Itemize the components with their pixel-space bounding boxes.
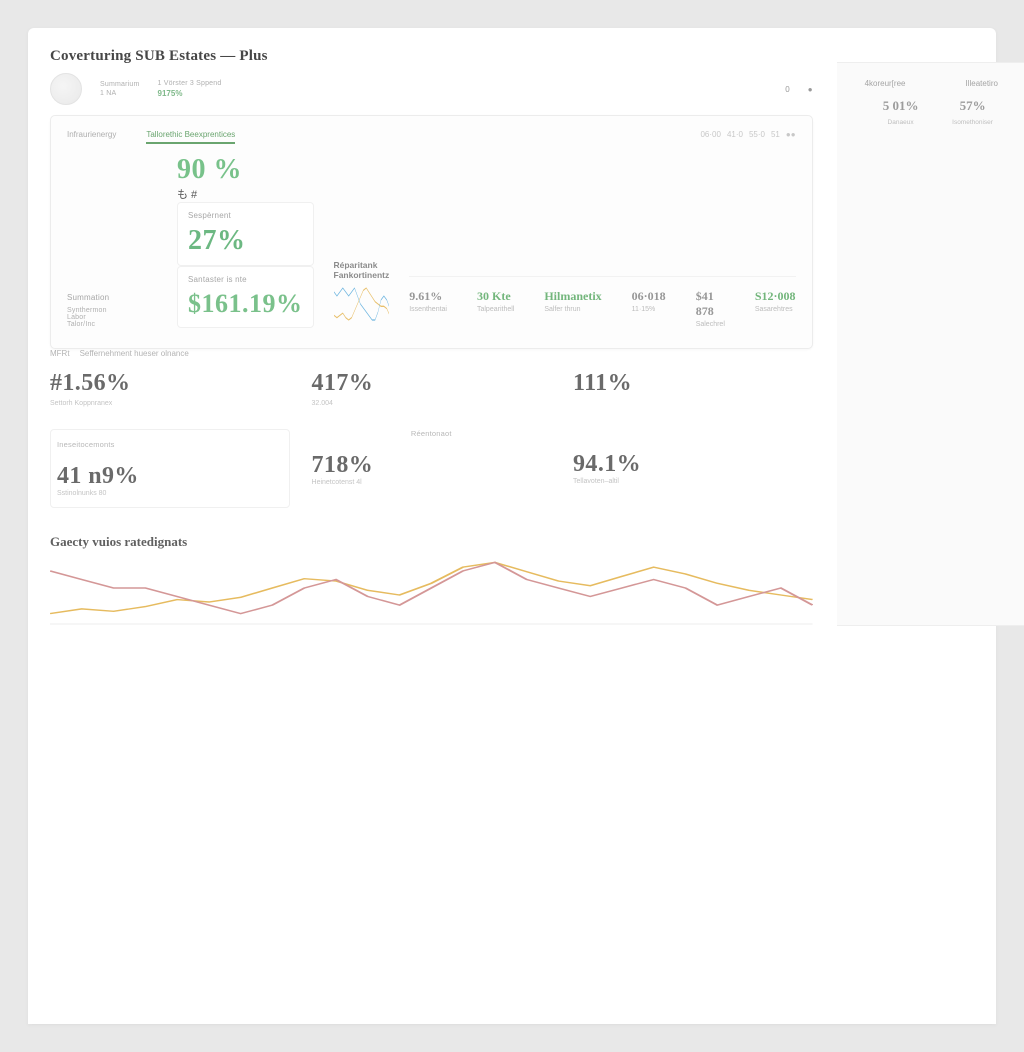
metrics-strip: 4koreur[ree Illeatetiro 5 01% Danaeux 57% I…: [837, 62, 1024, 626]
card-bottom-kpi: 9.61% Issenthentai: [409, 289, 447, 328]
kpi-label: 11·15%: [632, 306, 666, 313]
kpi2-val-2: 94.1%: [573, 451, 813, 478]
kpi-value: 417%: [312, 370, 552, 397]
mid2-label: Sespèrnent: [188, 211, 303, 220]
kpi-cell: 111%: [573, 370, 813, 407]
card-icons: 06·00 41·0 55·0 51 ●●: [700, 130, 795, 144]
mini-left-line: synthermon: [67, 307, 157, 314]
right-chart-title: Gaecty vuios ratedignats: [50, 534, 813, 550]
strip-item: 5 01% Danaeux: [865, 98, 937, 126]
kpi-value: $41 878: [696, 289, 725, 319]
meta-icon-1[interactable]: 0: [785, 85, 789, 94]
meta-icon-2[interactable]: ●: [808, 85, 813, 94]
kpi-value: Hilmanetix: [544, 289, 601, 304]
kpi2-sub-0: Sstinolnunks 80: [57, 490, 283, 497]
meta-val-1: 1 Vörster 3 Sppend: [158, 80, 222, 87]
mini-left-line: labor: [67, 314, 157, 321]
strip-item: 510Molevioormes: [1009, 98, 1024, 126]
card-bottom-kpi: $41 878 Salechrel: [696, 289, 725, 328]
left-column: Coverturing SUB Estates — Plus Summarium…: [50, 48, 813, 626]
header-meta: Summarium 1 NA 1 Vörster 3 Sppend 9175% …: [50, 73, 813, 105]
kpi2-val-1: 718%: [312, 452, 552, 479]
dashboard-page: Coverturing SUB Estates — Plus Summarium…: [28, 28, 996, 1024]
meta-label-2: 1 NA: [100, 90, 140, 97]
kpi2-val-0: 41 n9%: [57, 463, 283, 490]
kpi2-sub-1: Heinetcotenst 4l: [312, 479, 552, 486]
kpi2-lbl-right: Réentonaot: [312, 429, 552, 438]
kpi2-sub-2: Tellavoten–altil: [573, 478, 813, 485]
card-tabs: Infraurienergy Tallorethic Beexprentices…: [67, 130, 796, 144]
sparkline-block: Réparitank Fankortinentz: [334, 260, 390, 324]
card-tab-1[interactable]: Tallorethic Beexprentices: [146, 130, 235, 144]
top-row: Coverturing SUB Estates — Plus Summarium…: [28, 28, 996, 636]
kpi-value: 06·018: [632, 289, 666, 304]
strip-value: 5 01%: [883, 98, 919, 114]
big-metric-3: $161.19%: [188, 289, 303, 319]
card-tab-0[interactable]: Infraurienergy: [67, 130, 116, 144]
card-mid-row: Summation synthermon labor talor/inc 90 …: [67, 154, 796, 328]
mini-left-label: Summation: [67, 293, 157, 302]
strip-label: Isomethoniser: [952, 119, 993, 126]
kpi-sec-top: MFRt: [50, 349, 70, 358]
kpi-value: 9.61%: [409, 289, 447, 304]
kpi-sub: Settorh Koppnranex: [50, 400, 290, 407]
kpi-label: Salfer thrun: [544, 306, 601, 313]
avatar: [50, 73, 82, 105]
mini-left-line: talor/inc: [67, 321, 157, 328]
kpi-label: Salechrel: [696, 321, 725, 328]
card-bottom-kpis: 9.61% Issenthentai 30 Kte Talpearithell Hilm…: [409, 276, 795, 328]
kpi-cell: #1.56% Settorh Koppnranex: [50, 370, 290, 407]
kpi-label: Talpearithell: [477, 306, 514, 313]
kpi-sec-mid: Seffernehment hueser olnance: [80, 349, 189, 358]
meta-val-2: 9175%: [158, 89, 222, 98]
strip-label: Danaeux: [888, 119, 914, 126]
kpi-label: Issenthentai: [409, 306, 447, 313]
strip-label-1: Illeatetiro: [965, 79, 997, 88]
kpi-cell: 417% 32.004: [312, 370, 552, 407]
meta-label-1: Summarium: [100, 81, 140, 88]
card-mini-icon[interactable]: 51: [771, 130, 780, 144]
card-mini-icon[interactable]: 55·0: [749, 130, 765, 144]
sparkline-chart: [334, 284, 390, 324]
kpi-row-1: #1.56% Settorh Koppnranex 417% 32.004 111%: [50, 370, 813, 407]
right-column: MFRt Seffernehment hueser olnance #1.56%…: [50, 349, 813, 626]
kpi-value: #1.56%: [50, 370, 290, 397]
spark-title: Réparitank Fankortinentz: [334, 260, 390, 280]
page-title: Coverturing SUB Estates — Plus: [50, 48, 813, 65]
card-bottom-kpi: Hilmanetix Salfer thrun: [544, 289, 601, 328]
kpi-label: Sasarehtres: [755, 306, 796, 313]
kpi-sub: 32.004: [312, 400, 552, 407]
card-bottom-kpi: 30 Kte Talpearithell: [477, 289, 514, 328]
card-bottom-kpi: S12·008 Sasarehtres: [755, 289, 796, 328]
kpi-value: 111%: [573, 370, 813, 397]
card-bottom-kpi: 06·018 11·15%: [632, 289, 666, 328]
metrics-card: Infraurienergy Tallorethic Beexprentices…: [50, 115, 813, 349]
strip-value: 57%: [960, 98, 986, 114]
strip-row: 5 01% Danaeux 57% Isomethoniser 510Molevioor…: [865, 98, 1024, 126]
kpi-row-2: Ineseitocemonts 41 n9% Sstinolnunks 80 R…: [50, 429, 813, 508]
strip-label-0: 4koreur[ree: [865, 79, 906, 88]
card-mini-icon[interactable]: 41·0: [727, 130, 743, 144]
big-metric-1: 90 %: [177, 154, 314, 186]
kpi-value: 30 Kte: [477, 289, 514, 304]
big-metric-2: 27%: [188, 225, 303, 257]
card-mini-icon[interactable]: ●●: [786, 130, 796, 144]
card-mini-icon[interactable]: 06·00: [700, 130, 720, 144]
mid3-label: Santaster is nte: [188, 275, 303, 284]
strip-item: 57% Isomethoniser: [937, 98, 1009, 126]
mini-line-chart: [50, 556, 813, 626]
kpi-value: S12·008: [755, 289, 796, 304]
kpi2-lbl-left: Ineseitocemonts: [57, 440, 283, 449]
